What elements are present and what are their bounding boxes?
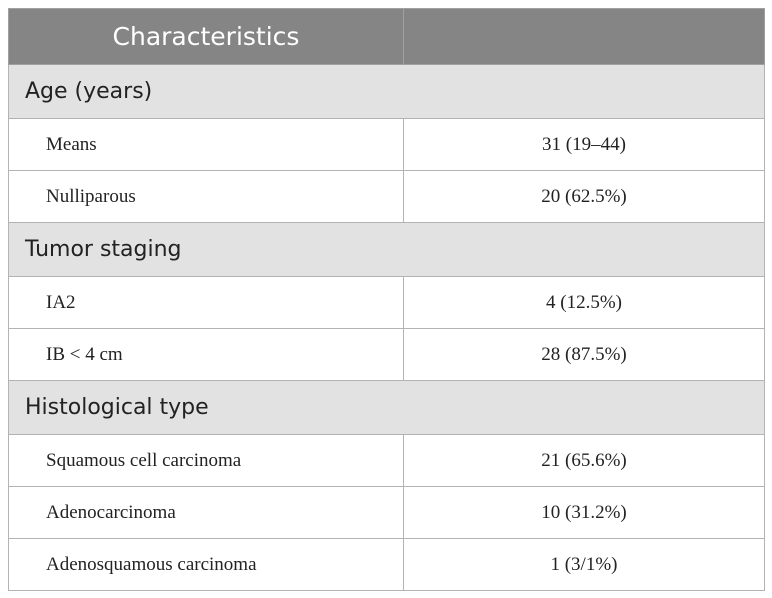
row-value: 10 (31.2%) (403, 486, 765, 539)
row-value: 28 (87.5%) (403, 328, 765, 381)
row-value: 1 (3/1%) (403, 538, 765, 591)
row-value: 21 (65.6%) (403, 434, 765, 487)
section-row-histological-type: Histological type (8, 380, 765, 435)
table-row: Means 31 (19–44) (8, 118, 765, 171)
section-row-tumor-staging: Tumor staging (8, 222, 765, 277)
table-row: IB < 4 cm 28 (87.5%) (8, 328, 765, 381)
table-row: Nulliparous 20 (62.5%) (8, 170, 765, 223)
row-value: 4 (12.5%) (403, 276, 765, 329)
row-label: Means (8, 118, 404, 171)
header-characteristics: Characteristics (8, 8, 404, 65)
row-label: Adenocarcinoma (8, 486, 404, 539)
row-value: 20 (62.5%) (403, 170, 765, 223)
table-row: IA2 4 (12.5%) (8, 276, 765, 329)
table-row: Adenosquamous carcinoma 1 (3/1%) (8, 538, 765, 591)
header-row: Characteristics (8, 8, 765, 65)
section-title: Tumor staging (8, 222, 765, 277)
row-label: Squamous cell carcinoma (8, 434, 404, 487)
table-row: Squamous cell carcinoma 21 (65.6%) (8, 434, 765, 487)
row-label: IB < 4 cm (8, 328, 404, 381)
table-row: Adenocarcinoma 10 (31.2%) (8, 486, 765, 539)
row-value: 31 (19–44) (403, 118, 765, 171)
header-value (403, 8, 765, 65)
section-title: Age (years) (8, 64, 765, 119)
section-title: Histological type (8, 380, 765, 435)
section-row-age: Age (years) (8, 64, 765, 119)
characteristics-table: Characteristics Age (years) Means 31 (19… (8, 8, 765, 591)
row-label: Nulliparous (8, 170, 404, 223)
row-label: IA2 (8, 276, 404, 329)
row-label: Adenosquamous carcinoma (8, 538, 404, 591)
